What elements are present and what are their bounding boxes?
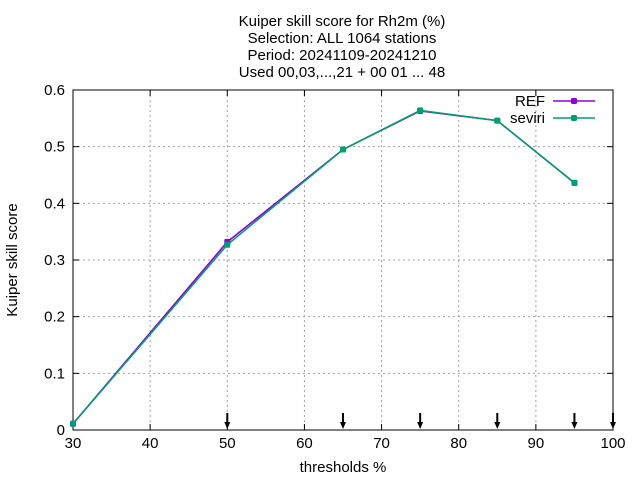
threshold-arrow-icon bbox=[571, 413, 578, 429]
axis-ticks: 30 40 50 60 70 80 90 100 0 0.1 0.2 0.3 0.4 0.5 0.6 bbox=[44, 82, 625, 452]
threshold-arrow-icon bbox=[417, 413, 424, 429]
series-line-seviri bbox=[72, 109, 575, 425]
threshold-arrow-icon bbox=[610, 413, 616, 429]
y-tick-label: 0 bbox=[57, 422, 65, 439]
title-line: Selection: ALL 1064 stations bbox=[248, 30, 437, 47]
legend-marker bbox=[571, 115, 577, 121]
data-point-seviri bbox=[224, 241, 231, 248]
legend-label: seviri bbox=[510, 110, 545, 127]
threshold-markers bbox=[224, 413, 616, 429]
data-point-seviri bbox=[571, 179, 578, 186]
data-point-seviri bbox=[417, 107, 424, 114]
title-line: Period: 20241109-20241210 bbox=[247, 47, 436, 64]
y-tick-label: 0.2 bbox=[44, 309, 65, 326]
data-point-seviri bbox=[340, 146, 346, 153]
y-axis-label: Kuiper skill score bbox=[4, 203, 21, 316]
title-line: Used 00,03,...,21 + 00 01 ... 48 bbox=[239, 64, 445, 81]
legend-label: REF bbox=[515, 93, 545, 110]
data-point-seviri bbox=[494, 117, 501, 124]
y-tick-label: 0.6 bbox=[44, 82, 65, 99]
threshold-arrow-icon bbox=[340, 413, 346, 429]
x-tick-label: 30 bbox=[65, 435, 82, 452]
threshold-arrow-icon bbox=[224, 413, 231, 429]
grid bbox=[73, 90, 613, 430]
x-tick-label: 40 bbox=[142, 435, 159, 452]
x-tick-label: 70 bbox=[373, 435, 390, 452]
title-line: Kuiper skill score for Rh2m (%) bbox=[239, 13, 446, 30]
y-tick-label: 0.5 bbox=[44, 139, 65, 156]
x-tick-label: 50 bbox=[219, 435, 236, 452]
y-tick-label: 0.1 bbox=[44, 365, 65, 382]
x-tick-label: 100 bbox=[600, 435, 625, 452]
series-lines bbox=[70, 107, 578, 427]
x-tick-label: 90 bbox=[528, 435, 545, 452]
x-tick-label: 80 bbox=[450, 435, 467, 452]
legend-marker bbox=[571, 98, 577, 104]
series-line-ref bbox=[72, 110, 575, 425]
x-axis-label: thresholds % bbox=[300, 459, 387, 476]
y-tick-label: 0.4 bbox=[44, 195, 65, 212]
y-tick-label: 0.3 bbox=[44, 252, 65, 269]
chart-title: Kuiper skill score for Rh2m (%)Selection… bbox=[239, 13, 446, 81]
x-tick-label: 60 bbox=[296, 435, 313, 452]
threshold-arrow-icon bbox=[494, 413, 501, 429]
data-point-seviri bbox=[70, 420, 76, 427]
